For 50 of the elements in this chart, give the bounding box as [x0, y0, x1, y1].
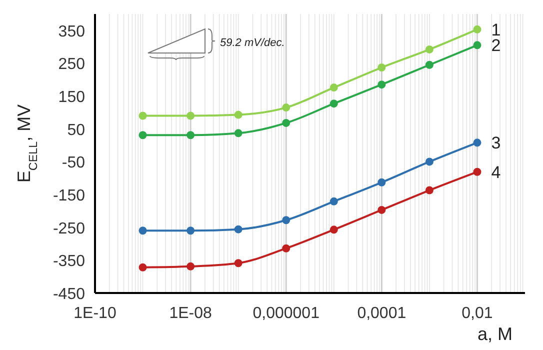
- point: [378, 178, 386, 186]
- point: [473, 138, 482, 147]
- point: [138, 112, 147, 120]
- point: [234, 110, 242, 119]
- point: [138, 131, 147, 140]
- annotation: 59.2 mV/dec.: [220, 37, 285, 49]
- x-tick-label: 0,01: [462, 305, 493, 322]
- point: [234, 129, 242, 138]
- point: [330, 100, 338, 108]
- series-label: 3: [491, 134, 501, 153]
- series-label: 4: [491, 162, 501, 182]
- y-tick-label: 150: [58, 89, 86, 106]
- y-tick-label: 50: [67, 122, 86, 139]
- point: [186, 226, 195, 235]
- point: [425, 60, 434, 69]
- point: [330, 84, 338, 92]
- point: [234, 259, 242, 268]
- point: [282, 244, 290, 252]
- point: [473, 41, 482, 50]
- x-axis-title: a, M: [477, 324, 513, 344]
- x-tick-label: 1E-10: [74, 305, 116, 322]
- x-tick-label: 1E-08: [169, 305, 212, 322]
- y-tick-label: -50: [62, 154, 86, 172]
- x-tick-label: 0,000001: [252, 305, 320, 322]
- y-tick-label: 350: [58, 23, 86, 40]
- point: [473, 25, 482, 34]
- y-tick-label: -350: [52, 253, 86, 270]
- point: [186, 262, 195, 270]
- point: [234, 225, 242, 234]
- point: [138, 226, 147, 235]
- point: [330, 226, 338, 234]
- point: [425, 158, 434, 166]
- y-tick-label: 250: [58, 56, 86, 74]
- point: [425, 186, 434, 194]
- point: [138, 263, 147, 272]
- point: [378, 80, 386, 89]
- point: [425, 45, 434, 54]
- point: [330, 197, 338, 206]
- point: [282, 104, 290, 112]
- y-tick-label: -150: [52, 188, 86, 205]
- x-tick-label: 0,0001: [357, 305, 406, 322]
- point: [186, 131, 195, 140]
- point: [186, 112, 195, 120]
- point: [282, 118, 290, 127]
- y-tick-label: -250: [52, 220, 86, 238]
- point: [282, 216, 290, 224]
- point: [378, 64, 386, 72]
- point: [473, 168, 482, 176]
- y-tick-label: -450: [52, 286, 86, 303]
- point: [378, 206, 386, 214]
